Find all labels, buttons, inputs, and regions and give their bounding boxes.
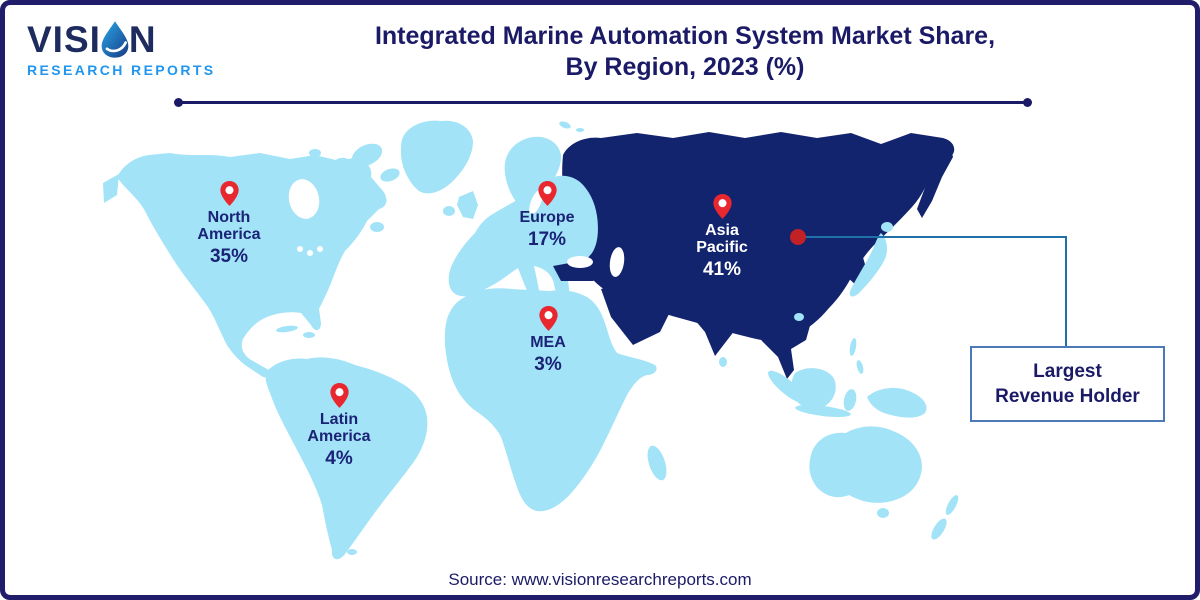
divider-bar: [178, 101, 1028, 104]
map-scandinavia: [504, 136, 562, 207]
map-great-britain: [457, 191, 478, 219]
map-sri-lanka: [719, 357, 727, 367]
callout-text-line2: Revenue Holder: [995, 386, 1140, 407]
world-map: [103, 120, 959, 560]
region-name: North: [207, 209, 251, 226]
map-greenland: [401, 120, 473, 194]
map-great-lake-2: [307, 250, 313, 256]
map-arctic-island-4: [309, 149, 321, 157]
region-name: Latin: [319, 411, 359, 428]
title-divider-line: [174, 98, 1032, 107]
location-pin-icon: [537, 181, 557, 206]
map-kamchatka: [917, 143, 953, 218]
map-new-zealand-north: [945, 495, 959, 515]
source-attribution: Source: www.visionresearchreports.com: [448, 570, 752, 589]
map-madagascar: [647, 445, 667, 481]
divider-right-dot: [1023, 98, 1032, 107]
map-tasmania: [877, 508, 889, 518]
location-pin-icon: [538, 306, 558, 331]
location-pin-icon: [219, 181, 239, 206]
map-region-north-america: [117, 153, 387, 378]
map-newfoundland: [370, 222, 384, 232]
water-drop-swoosh-icon: [101, 21, 129, 58]
map-philippines-2: [856, 360, 864, 374]
map-caspian-sea: [609, 247, 625, 277]
logo-brand-text-right: N: [128, 19, 157, 60]
region-name: Asia: [705, 222, 739, 239]
region-share-value: 4%: [325, 448, 353, 469]
region-name: Pacific: [696, 239, 748, 256]
map-hokkaido: [881, 222, 893, 232]
map-denmark: [520, 215, 527, 225]
location-pin-icon: [712, 194, 732, 219]
callout-text-line1: Largest: [1033, 361, 1102, 382]
map-japan: [849, 233, 888, 297]
map-falkland: [347, 549, 357, 555]
map-svalbard-1: [559, 121, 571, 129]
map-label-latin-america: Latin America 4%: [274, 382, 404, 470]
logo-brand-text-left: VISI: [27, 19, 101, 60]
region-share-value: 41%: [702, 259, 742, 280]
map-hispaniola: [303, 332, 315, 338]
location-pin-icon: [329, 383, 349, 408]
map-label-mea: MEA 3%: [483, 305, 613, 376]
map-great-lake-1: [297, 246, 303, 252]
callout-target-dot: [790, 229, 806, 245]
map-india: [677, 298, 743, 356]
map-svalbard-2: [576, 128, 584, 132]
map-borneo: [791, 368, 836, 409]
map-baltic-sea: [529, 189, 543, 215]
map-label-europe: Europe 17%: [482, 180, 612, 251]
map-label-north-america: North America 35%: [164, 180, 294, 268]
region-share-value: 3%: [534, 354, 562, 375]
map-region-latin-america: [265, 357, 428, 560]
region-name: America: [307, 428, 371, 445]
callout-connector-vertical: [1065, 236, 1067, 347]
chart-title-line1: Integrated Marine Automation System Mark…: [374, 22, 996, 50]
map-hainan: [794, 313, 804, 321]
map-arctic-island-3: [333, 157, 349, 169]
map-arctic-island-2: [380, 168, 400, 182]
map-black-sea: [567, 256, 593, 268]
chart-title-line2: By Region, 2023 (%): [565, 53, 805, 81]
map-great-lake-3: [317, 246, 323, 252]
largest-revenue-holder-callout: Largest Revenue Holder: [970, 346, 1165, 422]
callout-connector-horizontal: [798, 236, 1067, 238]
region-name: MEA: [530, 334, 566, 351]
map-baffin-island: [351, 143, 383, 167]
map-hudson-bay: [288, 179, 320, 219]
region-name: Europe: [519, 209, 575, 226]
map-cuba: [276, 325, 298, 333]
chart-title: Integrated Marine Automation System Mark…: [215, 21, 1155, 83]
map-arabian-peninsula: [601, 281, 671, 345]
map-philippines-1: [849, 338, 857, 356]
map-region-africa: [444, 288, 657, 512]
region-name: America: [197, 226, 261, 243]
vision-research-reports-logo: VISI N RESEARCH REPORTS: [27, 19, 216, 79]
map-indochina: [745, 305, 811, 379]
map-sulawesi: [843, 389, 857, 411]
map-label-asia-pacific: Asia Pacific 41%: [657, 193, 787, 281]
map-region-asia-pacific: [562, 132, 955, 341]
map-iceland: [443, 167, 461, 175]
map-new-zealand-south: [931, 518, 947, 540]
region-share-value: 17%: [527, 229, 567, 250]
region-share-value: 35%: [209, 246, 249, 267]
map-australia: [809, 426, 922, 503]
map-alaska-sliver: [103, 174, 119, 203]
map-anatolia: [553, 258, 608, 281]
map-new-guinea: [867, 387, 927, 418]
map-ireland: [443, 206, 455, 216]
logo-tagline: RESEARCH REPORTS: [27, 62, 216, 78]
